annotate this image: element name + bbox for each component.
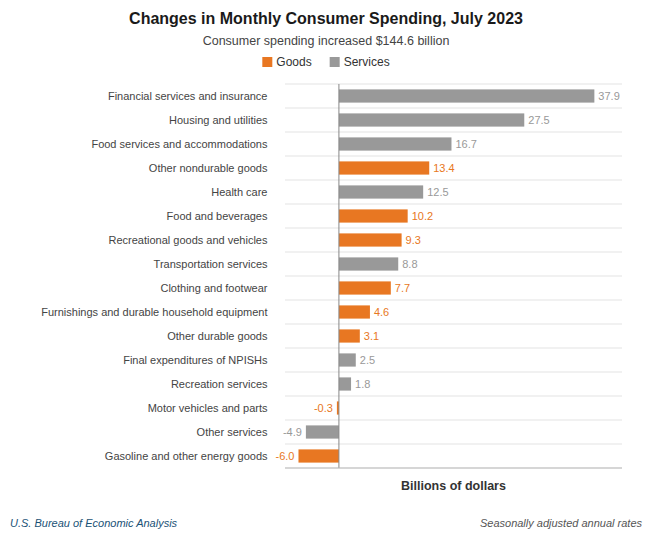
data-label: 3.1 <box>364 330 379 342</box>
bar <box>339 233 402 246</box>
category-label: Clothing and footwear <box>160 282 267 294</box>
footer-note: Seasonally adjusted annual rates <box>480 517 643 529</box>
category-label: Transportation services <box>154 258 268 270</box>
bar <box>339 161 429 174</box>
row-separator <box>285 252 622 253</box>
row-separator <box>285 420 622 421</box>
y-tick-labels: Financial services and insurance Housing … <box>41 90 268 462</box>
data-label: 7.7 <box>395 282 410 294</box>
data-label: -4.9 <box>283 426 302 438</box>
x-axis-label: Billions of dollars <box>401 479 506 493</box>
row-separator <box>285 444 622 445</box>
data-label: 12.5 <box>427 186 448 198</box>
data-label: 8.8 <box>402 258 417 270</box>
data-label: 16.7 <box>455 138 476 150</box>
row-separator <box>285 108 622 109</box>
category-label: Food services and accommodations <box>91 138 268 150</box>
row-separator <box>285 204 622 205</box>
zero-line <box>338 84 339 468</box>
footer-source: U.S. Bureau of Economic Analysis <box>10 517 178 529</box>
category-label: Financial services and insurance <box>108 90 268 102</box>
category-label: Recreational goods and vehicles <box>109 234 268 246</box>
bar <box>339 377 351 390</box>
bar <box>339 281 391 294</box>
bar <box>339 257 398 270</box>
legend-label: Goods <box>276 55 311 69</box>
bar <box>339 185 423 198</box>
data-label: 27.5 <box>528 114 549 126</box>
bar <box>339 329 360 342</box>
category-label: Gasoline and other energy goods <box>105 450 268 462</box>
subtitle: Consumer spending increased $144.6 billi… <box>203 34 450 48</box>
legend: Goods Services <box>262 55 389 69</box>
bar <box>298 449 338 462</box>
legend-label: Services <box>344 55 390 69</box>
data-labels: 13.4 10.2 9.3 7.7 4.6 3.1 -0.3 -6.0 37.9 27.5 16.7… <box>276 90 620 462</box>
bars <box>298 89 594 462</box>
category-label: Final expenditures of NPISHs <box>123 354 268 366</box>
data-label: 13.4 <box>433 162 454 174</box>
category-label: Food and beverages <box>167 210 268 222</box>
bar <box>339 113 524 126</box>
row-separator <box>285 372 622 373</box>
category-label: Recreation services <box>171 378 268 390</box>
bar <box>339 137 452 150</box>
bar <box>306 425 339 438</box>
data-label: 10.2 <box>412 210 433 222</box>
data-label: 37.9 <box>598 90 619 102</box>
row-separator <box>285 468 622 469</box>
row-separator <box>285 348 622 349</box>
category-label: Motor vehicles and parts <box>148 402 268 414</box>
x-ticks <box>338 84 339 468</box>
bar <box>339 209 408 222</box>
row-separator <box>285 300 622 301</box>
category-label: Furnishings and durable household equipm… <box>41 306 267 318</box>
data-label: -6.0 <box>276 450 295 462</box>
row-separator <box>285 156 622 157</box>
data-label: 2.5 <box>360 354 375 366</box>
category-label: Housing and utilities <box>169 114 268 126</box>
data-label: 9.3 <box>406 234 421 246</box>
row-separators <box>285 84 622 468</box>
row-separator <box>285 180 622 181</box>
row-separator <box>285 396 622 397</box>
row-separator <box>285 132 622 133</box>
row-separator <box>285 84 622 85</box>
legend-swatch <box>262 57 272 67</box>
x-axis-line <box>285 468 622 469</box>
bar <box>339 89 594 102</box>
category-label: Health care <box>211 186 267 198</box>
row-separator <box>285 276 622 277</box>
chart: Changes in Monthly Consumer Spending, Ju… <box>0 0 652 539</box>
data-label: 4.6 <box>374 306 389 318</box>
category-label: Other nondurable goods <box>149 162 268 174</box>
category-label: Other services <box>197 426 268 438</box>
row-separator <box>285 228 622 229</box>
legend-swatch <box>330 57 340 67</box>
row-separator <box>285 324 622 325</box>
data-label: -0.3 <box>314 402 333 414</box>
title: Changes in Monthly Consumer Spending, Ju… <box>129 10 523 27</box>
bar <box>339 305 370 318</box>
bar <box>339 353 356 366</box>
category-label: Other durable goods <box>167 330 268 342</box>
data-label: 1.8 <box>355 378 370 390</box>
